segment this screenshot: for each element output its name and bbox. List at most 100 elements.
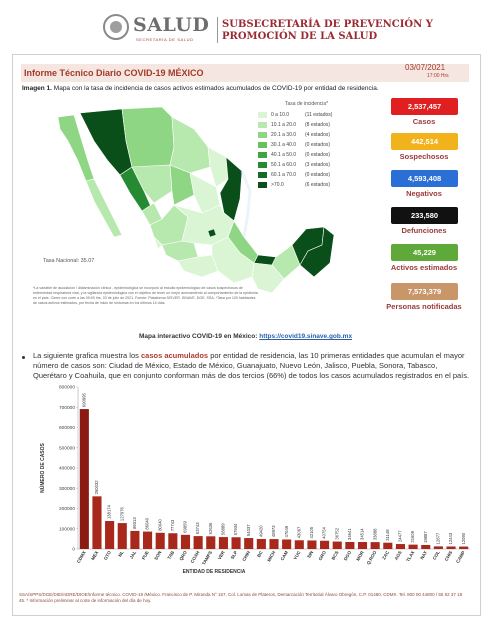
legend-item: 0 a 10.0 (11 estados)	[258, 111, 332, 119]
report-title-bar	[21, 64, 469, 82]
legend-count: (0 estados)	[305, 142, 331, 148]
bar-value-label: 19887	[423, 531, 428, 543]
bar	[105, 521, 115, 549]
stat-label: Sospechosos	[399, 152, 449, 161]
legend-item: 50.1 a 60.0 (3 estados)	[258, 161, 330, 169]
interactive-map-link[interactable]: https://covid19.sinave.gob.mx	[259, 333, 353, 340]
legend-range: >70.0	[271, 182, 284, 188]
paragraph-part1: La siguiente grafica muestra los	[33, 351, 141, 360]
legend-swatch	[258, 162, 267, 168]
stat-value: 45,229	[391, 244, 458, 261]
x-tick-label: JAL	[129, 550, 138, 560]
bar	[307, 540, 317, 549]
bar-value-label: 89313	[132, 517, 137, 529]
x-tick-label: AGS	[394, 550, 403, 561]
legend-range: 20.1 a 30.0	[271, 132, 297, 138]
national-rate: Tasa Nacional: 35.07	[43, 258, 95, 264]
bar-value-label: 138174	[107, 504, 112, 519]
bar-value-label: 260032	[94, 480, 99, 495]
legend-count: (8 estados)	[305, 122, 331, 128]
bar	[395, 544, 406, 549]
map-notes: *La variable de asociación / dictaminaci…	[33, 286, 258, 305]
x-tick-label: BCS	[331, 550, 340, 561]
bar	[79, 409, 89, 549]
brand-logo: SALUD	[133, 14, 210, 36]
x-tick-label: SLP	[230, 550, 239, 560]
stat-value: 233,580	[391, 207, 458, 224]
x-tick-label: PUE	[141, 550, 150, 561]
map-region-col	[153, 236, 163, 250]
bar	[294, 540, 304, 549]
report-title: Informe Técnico Diario COVID-19 MÉXICO	[24, 68, 204, 78]
bar-value-label: 12443	[448, 532, 453, 544]
bar	[282, 539, 292, 549]
mexico-seal-icon	[103, 14, 129, 40]
stat-label: Casos	[412, 117, 436, 126]
x-tick-label: DGO	[343, 550, 353, 562]
x-tick-label: TAMPS	[201, 550, 213, 566]
bar	[320, 540, 330, 549]
paragraph-highlight: casos acumulados	[140, 351, 209, 360]
x-tick-label: BC	[256, 549, 264, 558]
legend-swatch	[258, 182, 267, 188]
legend-range: 40.1 a 50.0	[271, 152, 297, 158]
bar	[231, 537, 241, 549]
stat-label: Negativos	[406, 189, 442, 198]
image-caption: Imagen 1. Mapa con la tasa de incidencia…	[22, 85, 379, 92]
stat-value: 7,573,379	[391, 283, 458, 300]
stat-value: 4,593,408	[391, 170, 458, 187]
x-tick-label: CAMP	[455, 550, 466, 564]
x-tick-label: CHIH	[241, 550, 251, 562]
map-region-camp	[271, 244, 301, 280]
mexico-incidence-map	[57, 106, 335, 294]
bar	[459, 546, 469, 549]
y-tick-label: 800000	[59, 385, 75, 391]
map-region-nl	[207, 146, 229, 188]
legend-item: 60.1 a 70.0 (0 estados)	[258, 171, 330, 179]
bar	[357, 542, 368, 549]
footer-text: SSA/SPPS/DGE/DIE/InDRE/DIOE/Informe técn…	[19, 592, 463, 603]
x-tick-label: GRO	[317, 550, 327, 562]
x-tick-label: TLAX	[405, 550, 415, 563]
header: SALUD SECRETARÍA DE SALUD SUBSECRETARÍA …	[0, 0, 491, 52]
stat-label: Activos estimados	[390, 263, 458, 272]
legend-item: >70.0 (6 estados)	[258, 181, 330, 189]
legend-title: Tasa de incidencia*	[285, 101, 329, 107]
bar	[117, 523, 127, 549]
bar-value-label: 80040	[157, 518, 162, 530]
brand-subtitle: SECRETARÍA DE SALUD	[136, 37, 194, 42]
x-tick-label: SIN	[306, 550, 314, 559]
x-tick-label: SON	[153, 550, 162, 561]
x-tick-label: CAM	[280, 550, 290, 562]
image-caption-text: Mapa con la tasa de incidencia de casos …	[51, 85, 379, 92]
y-tick-label: 0	[72, 547, 75, 553]
cases-paragraph: La siguiente grafica muestra los casos a…	[33, 351, 471, 381]
y-tick-label: 100000	[59, 526, 75, 532]
bar	[383, 542, 393, 549]
bar-value-label: 690995	[81, 392, 86, 407]
bar-value-label: 48973	[271, 525, 276, 537]
x-axis-label: ENTIDAD DE RESIDENCIA	[183, 569, 246, 575]
bar-value-label: 12877	[435, 532, 440, 544]
bar-value-label: 54037	[246, 524, 251, 536]
stat-value: 442,514	[391, 133, 458, 150]
bar	[206, 536, 216, 549]
x-tick-label: MEX	[90, 550, 99, 561]
legend-item: 20.1 a 30.0 (4 estados)	[258, 131, 330, 139]
bar	[180, 534, 191, 549]
bar	[269, 539, 279, 549]
y-tick-label: 300000	[59, 486, 75, 492]
legend-count: (4 estados)	[305, 132, 331, 138]
legend-swatch	[258, 142, 267, 148]
legend-count: (11 estados)	[305, 112, 333, 118]
map-region-coah	[169, 116, 211, 174]
legend-count: (6 estados)	[305, 182, 331, 188]
bar-value-label: 34514	[360, 528, 365, 540]
stat-label: Defunciones	[401, 226, 447, 235]
x-tick-label: YUC	[293, 549, 302, 560]
bar-value-label: 40754	[322, 526, 327, 538]
bar	[193, 536, 203, 549]
y-tick-label: 700000	[59, 405, 75, 411]
interactive-map-label: Mapa interactivo COVID-19 en México:	[138, 333, 260, 340]
report-time: 17:00 Hrs	[427, 73, 449, 79]
